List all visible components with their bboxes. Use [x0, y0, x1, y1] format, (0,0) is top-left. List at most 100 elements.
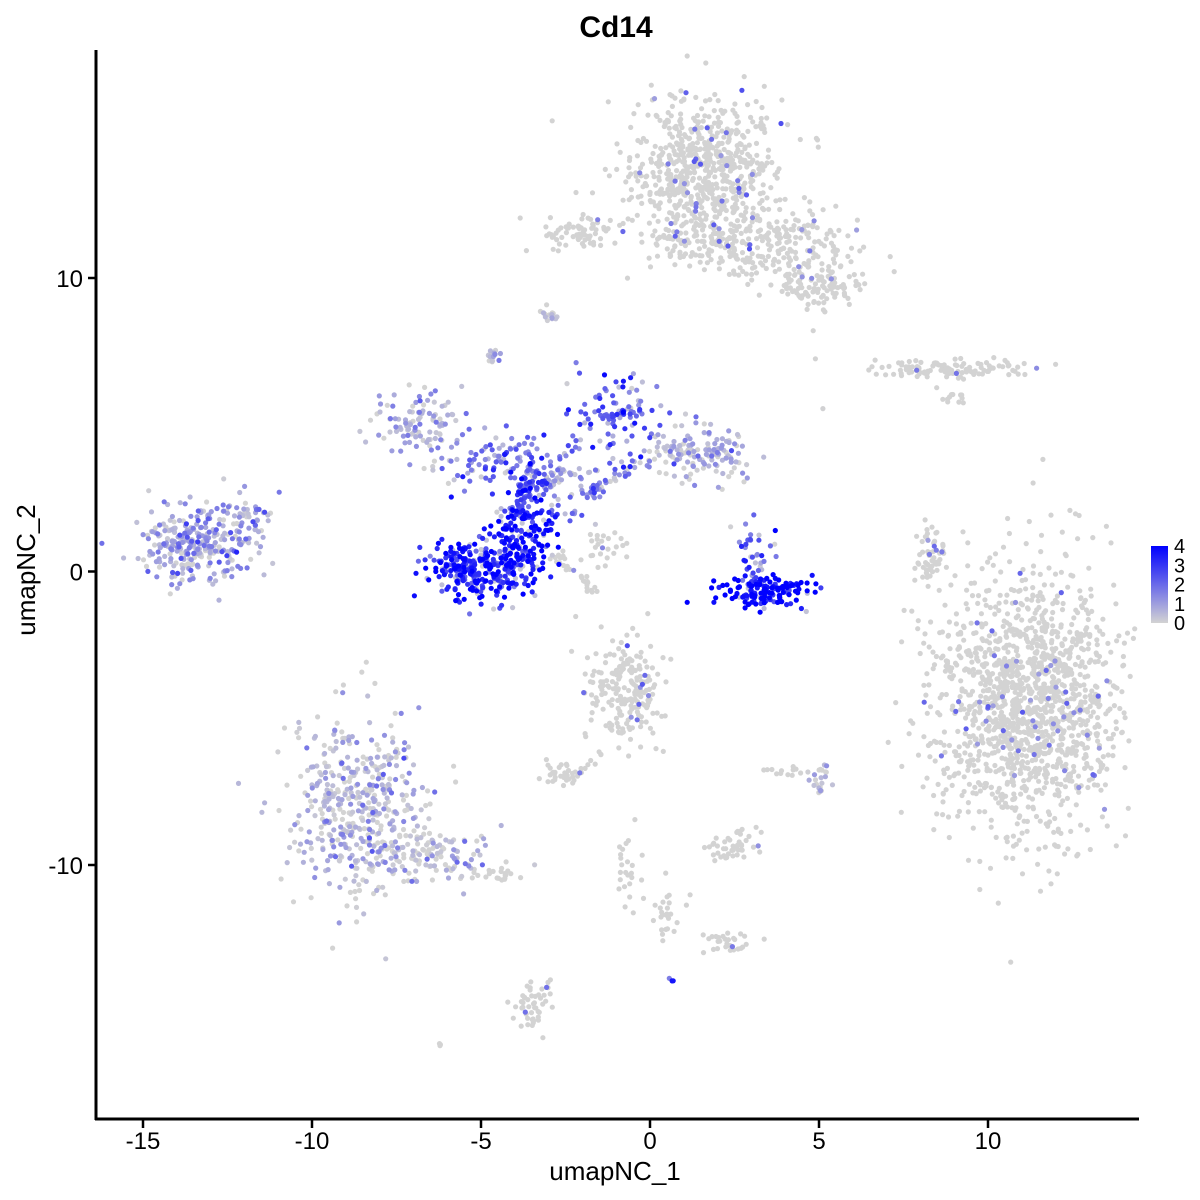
- cell-point: [764, 767, 770, 773]
- cell-point: [525, 1022, 531, 1028]
- cell-point: [977, 886, 983, 893]
- cell-point: [977, 709, 983, 715]
- cell-point: [820, 406, 826, 412]
- cell-point: [475, 848, 481, 854]
- cell-point: [730, 181, 736, 187]
- cell-point: [1036, 671, 1042, 677]
- cell-point: [1011, 782, 1017, 788]
- cell-point: [977, 858, 983, 865]
- cell-point: [445, 399, 451, 405]
- cell-point: [712, 858, 718, 864]
- cell-point: [349, 734, 355, 740]
- cell-point: [965, 800, 972, 806]
- cell-point: [832, 280, 838, 286]
- cell-point: [718, 153, 724, 159]
- cell-point: [1019, 737, 1025, 744]
- cell-point: [204, 538, 210, 544]
- cell-point: [976, 725, 982, 731]
- cell-point: [410, 852, 416, 859]
- cell-point: [846, 301, 852, 307]
- cell-point: [738, 212, 744, 218]
- cell-point: [784, 271, 790, 277]
- cell-point: [1035, 861, 1041, 867]
- cell-point: [1009, 673, 1015, 679]
- cell-point: [392, 749, 398, 755]
- cell-point: [688, 198, 694, 205]
- cell-point: [736, 185, 742, 191]
- cell-point: [693, 414, 699, 420]
- cell-point: [638, 744, 644, 750]
- cell-point: [439, 403, 445, 409]
- cell-point: [977, 788, 984, 794]
- cell-point: [982, 654, 988, 660]
- cell-point: [1076, 732, 1082, 738]
- cell-point: [727, 253, 733, 260]
- cell-point: [760, 190, 766, 196]
- cell-point: [820, 292, 826, 298]
- cell-point: [721, 192, 727, 198]
- cell-point: [682, 251, 689, 257]
- cell-point: [970, 757, 976, 763]
- cell-point: [330, 945, 336, 951]
- cell-point: [619, 459, 625, 465]
- cell-point: [972, 708, 978, 715]
- cell-point: [1121, 710, 1127, 716]
- cell-point: [415, 416, 422, 422]
- cell-point: [672, 178, 678, 184]
- cell-point: [357, 428, 363, 434]
- cell-point: [987, 673, 993, 679]
- cell-point: [934, 529, 940, 535]
- cell-point: [655, 218, 661, 224]
- cell-point: [363, 659, 369, 665]
- cell-point: [616, 384, 622, 390]
- cell-point: [1037, 707, 1044, 713]
- cell-point: [938, 655, 944, 661]
- cell-point: [246, 525, 252, 531]
- cell-point: [454, 440, 460, 446]
- cell-point: [1004, 611, 1011, 617]
- cell-point: [294, 729, 300, 735]
- cell-point: [774, 225, 781, 231]
- cell-point: [634, 632, 641, 638]
- cell-point: [821, 279, 827, 285]
- cell-point: [959, 792, 965, 799]
- cell-point: [624, 438, 630, 444]
- cell-point: [983, 695, 990, 701]
- cell-point: [498, 459, 504, 465]
- cell-point: [702, 243, 708, 249]
- cell-point: [188, 513, 194, 519]
- cell-point: [656, 235, 663, 241]
- cell-point: [727, 837, 733, 843]
- cell-point: [329, 837, 335, 844]
- cell-point: [602, 477, 608, 483]
- cell-point: [1024, 847, 1030, 853]
- cell-point: [1060, 730, 1066, 736]
- cell-point: [709, 144, 715, 150]
- cell-point: [418, 807, 424, 813]
- cell-point: [591, 668, 597, 674]
- cell-point: [683, 902, 690, 908]
- cell-point: [454, 859, 460, 865]
- cell-point: [959, 363, 965, 369]
- cell-point: [912, 577, 918, 583]
- cell-point: [939, 629, 946, 635]
- cell-point: [613, 715, 620, 721]
- cell-point: [1000, 544, 1007, 550]
- cell-point: [1015, 748, 1021, 754]
- cell-point: [940, 541, 946, 548]
- cell-point: [987, 678, 993, 685]
- cell-point: [1025, 606, 1031, 612]
- cell-point: [716, 238, 722, 244]
- cell-point: [176, 544, 182, 550]
- cell-point: [392, 710, 398, 716]
- cell-point: [639, 877, 645, 883]
- cell-point: [1014, 760, 1020, 766]
- cell-point: [236, 514, 242, 520]
- cell-point: [984, 638, 990, 644]
- cell-point: [205, 516, 211, 522]
- cell-point: [1117, 705, 1123, 712]
- cell-point: [338, 841, 344, 847]
- cell-point: [410, 791, 416, 797]
- cell-point: [965, 759, 971, 765]
- cell-point: [792, 240, 799, 246]
